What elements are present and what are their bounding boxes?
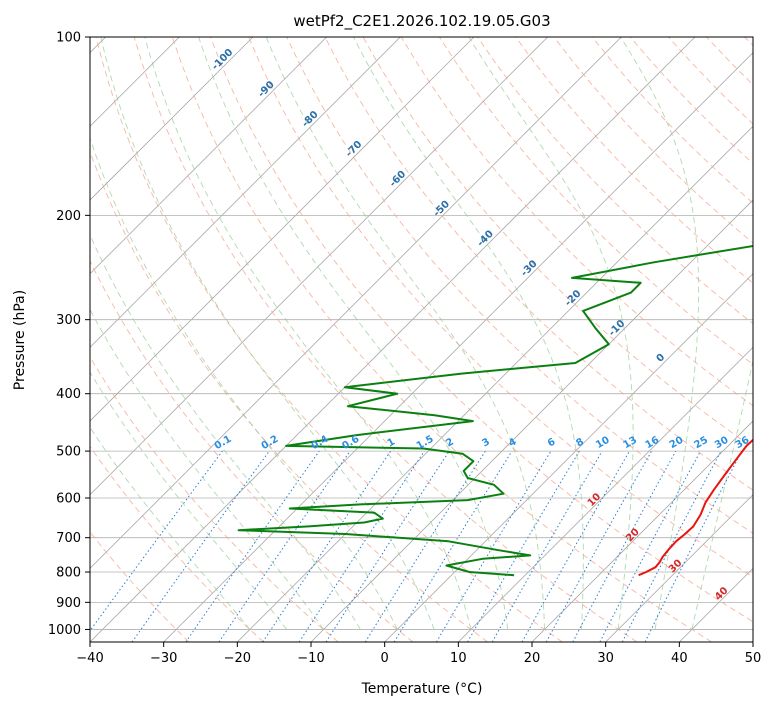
mixing-ratio-line xyxy=(298,450,425,642)
x-tick-label: −10 xyxy=(297,651,324,666)
series-lines xyxy=(237,244,753,577)
x-tick-label: 20 xyxy=(524,651,541,666)
dry-adiabat xyxy=(248,37,753,578)
x-tick-label: 10 xyxy=(450,651,467,666)
y-tick-label: 400 xyxy=(56,387,81,402)
isotherm-line xyxy=(90,37,548,496)
mixing-ratio-line xyxy=(185,450,320,642)
x-tick-label: −30 xyxy=(150,651,177,666)
moist-adiabat xyxy=(691,358,753,630)
mixing-ratio-line xyxy=(262,450,392,642)
mixing-ratio-line xyxy=(131,450,270,642)
temperature-profile xyxy=(638,438,753,577)
moist-adiabat xyxy=(198,37,509,630)
dry-adiabat xyxy=(90,259,414,642)
isotherm-line xyxy=(531,420,753,642)
moist-adiabat xyxy=(468,37,634,630)
dry-adiabat xyxy=(90,445,264,642)
mixing-ratio-label: 3 xyxy=(480,436,492,449)
mixing-ratio-label: 4 xyxy=(507,436,519,449)
isotherm-line xyxy=(163,52,753,642)
mixing-ratio-line xyxy=(325,450,450,642)
y-tick-label: 900 xyxy=(56,596,81,611)
moist-adiabat xyxy=(144,37,472,630)
chart-title: wetPf2_C2E1.2026.102.19.05.G03 xyxy=(293,12,550,31)
isotherm-line xyxy=(90,37,254,201)
y-tick-label: 600 xyxy=(56,492,81,507)
isotherm-line xyxy=(605,494,753,642)
x-tick-label: −40 xyxy=(76,651,103,666)
dry-adiabat xyxy=(286,37,753,534)
isotherm-line xyxy=(90,37,622,569)
dewpoint-profile xyxy=(237,244,753,577)
mixing-ratio-line xyxy=(545,450,653,642)
moist-adiabat xyxy=(90,136,398,630)
mixing-ratio-line xyxy=(521,450,630,642)
x-tick-label: −20 xyxy=(224,651,251,666)
mixing-ratio-label: 2 xyxy=(444,436,456,449)
isotherm-line xyxy=(384,273,753,642)
isotherm-line xyxy=(237,125,753,642)
mixing-ratio-line xyxy=(393,450,513,642)
moist-adiabat xyxy=(620,37,700,630)
isotherm-line xyxy=(752,641,753,642)
moist-adiabat xyxy=(353,37,584,630)
mixing-ratio-label: 1 xyxy=(386,436,398,449)
isotherm-line xyxy=(90,37,475,422)
mixing-ratio-line xyxy=(572,450,677,642)
mixing-ratio-label: 8 xyxy=(574,436,586,449)
isotherm-line xyxy=(90,37,401,348)
dry-adiabat xyxy=(210,37,753,623)
dry-adiabat xyxy=(515,37,753,284)
x-tick-label: 50 xyxy=(745,651,762,666)
moist-adiabat xyxy=(90,371,288,630)
dry-adiabat xyxy=(90,356,339,642)
plot-background xyxy=(90,37,753,642)
moist-adiabat xyxy=(90,234,361,630)
dry-adiabat xyxy=(95,37,563,642)
isotherm-line xyxy=(90,37,327,275)
y-axis-label: Pressure (hPa) xyxy=(12,290,28,390)
isotherm-line xyxy=(458,346,753,642)
mixing-ratio-line xyxy=(218,450,351,642)
y-tick-label: 800 xyxy=(56,566,81,581)
y-tick-label: 100 xyxy=(56,31,81,46)
background-lines xyxy=(90,37,753,642)
y-tick-label: 1000 xyxy=(48,623,81,638)
isotherm-line xyxy=(90,37,696,642)
x-axis-label: Temperature (°C) xyxy=(361,681,483,697)
x-tick-label: 0 xyxy=(381,651,389,666)
moist-adiabat xyxy=(100,37,435,630)
plot-frame xyxy=(89,36,754,643)
x-tick-label: 40 xyxy=(671,651,688,666)
mixing-ratio-line xyxy=(90,450,223,632)
mixing-ratio-line xyxy=(644,450,743,642)
y-tick-label: 500 xyxy=(56,445,81,460)
moist-adiabat xyxy=(265,37,546,630)
moist-adiabat xyxy=(90,426,251,630)
y-tick-label: 200 xyxy=(56,209,81,224)
dry-adiabat xyxy=(133,37,638,642)
moist-adiabat xyxy=(90,308,324,630)
dry-adiabat xyxy=(324,37,753,491)
axes: −40 −30 −20 −10 0 10 20 30 40 50 100 200 300 400 500 60… xyxy=(48,31,761,667)
mixing-ratio-label: 6 xyxy=(546,436,558,449)
x-tick-label: 30 xyxy=(597,651,614,666)
y-tick-label: 300 xyxy=(56,313,81,328)
y-tick-label: 700 xyxy=(56,531,81,546)
